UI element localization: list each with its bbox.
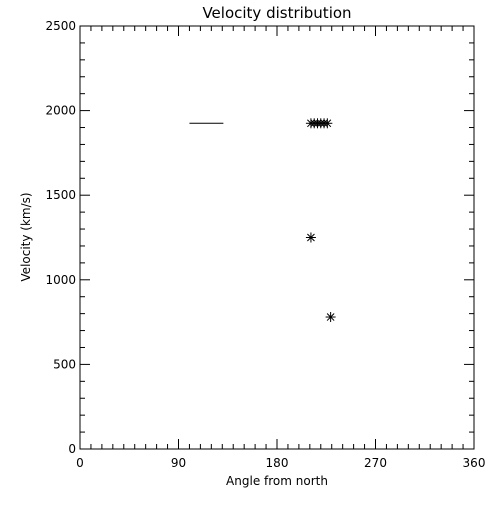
x-tick-label: 0 bbox=[76, 456, 84, 470]
minor-ticks bbox=[80, 26, 474, 449]
x-tick-labels: 0 90 180 270 360 bbox=[76, 456, 485, 470]
asterisk-stroke bbox=[323, 119, 332, 128]
x-tick-label: 360 bbox=[463, 456, 486, 470]
asterisk-stroke bbox=[307, 233, 315, 242]
x-tick-label: 270 bbox=[364, 456, 387, 470]
x-tick-label: 180 bbox=[266, 456, 289, 470]
y-tick-label: 0 bbox=[68, 442, 76, 456]
x-axis-label: Angle from north bbox=[226, 474, 328, 488]
series-points bbox=[305, 118, 336, 323]
plot-frame bbox=[79, 25, 475, 450]
y-tick-label: 2000 bbox=[45, 104, 76, 118]
data-point bbox=[325, 312, 336, 323]
chart-title: Velocity distribution bbox=[202, 4, 351, 22]
y-tick-label: 2500 bbox=[45, 19, 76, 33]
major-ticks bbox=[79, 25, 475, 450]
asterisk-stroke bbox=[326, 313, 335, 321]
y-tick-labels: 0 500 1000 1500 2000 2500 bbox=[45, 19, 76, 456]
y-tick-label: 500 bbox=[53, 357, 76, 371]
y-axis-label: Velocity (km/s) bbox=[19, 192, 33, 281]
data-point bbox=[322, 118, 333, 129]
data-point bbox=[305, 232, 316, 243]
x-tick-label: 90 bbox=[171, 456, 186, 470]
y-tick-label: 1500 bbox=[45, 188, 76, 202]
y-tick-label: 1000 bbox=[45, 273, 76, 287]
